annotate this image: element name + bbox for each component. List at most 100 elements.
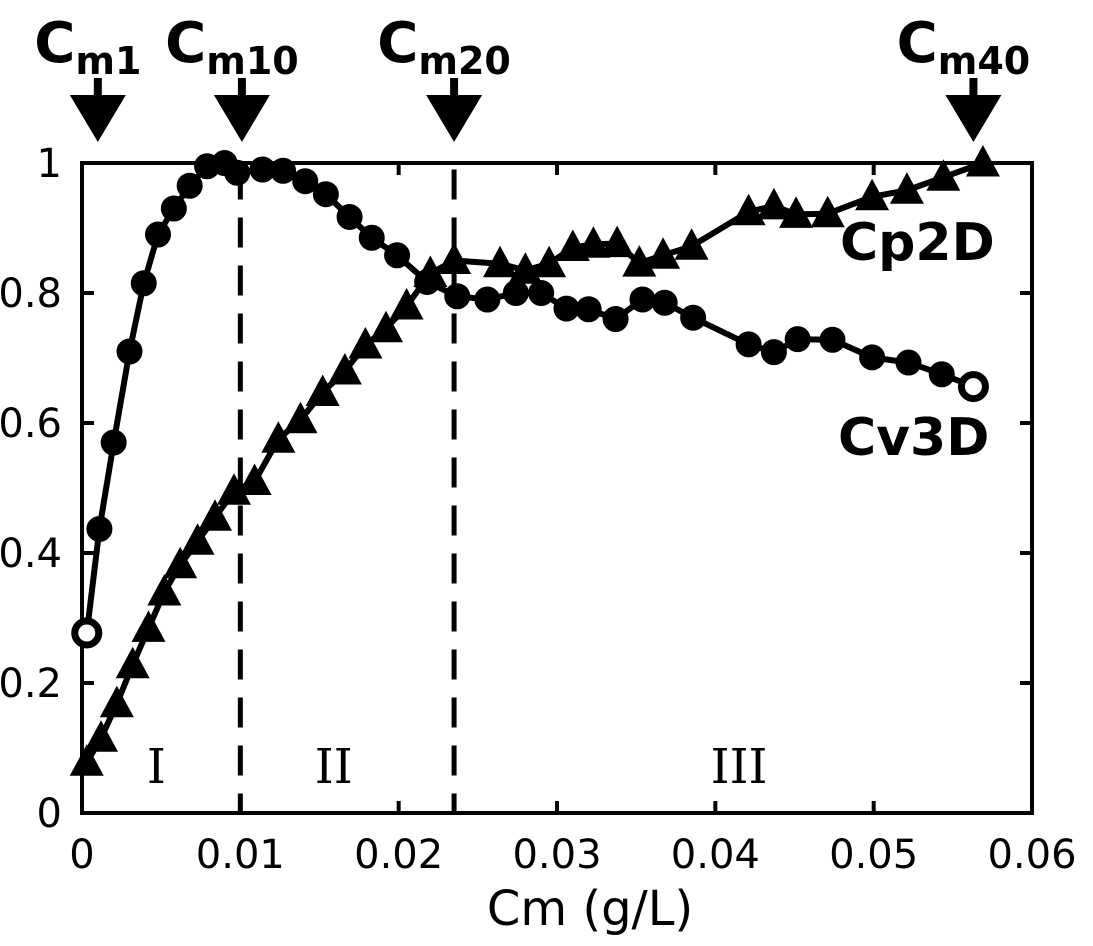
data-point-cp2d — [99, 685, 134, 718]
marker-label-cm20: Cm20 — [377, 11, 511, 83]
marker-label-cm10: Cm10 — [165, 11, 299, 83]
data-point-cv3d — [160, 195, 187, 222]
region-labels: I II III — [147, 739, 768, 795]
marker-main-text: C — [165, 11, 206, 76]
data-point-cp2d — [115, 646, 150, 679]
region-dividers — [237, 169, 457, 813]
data-point-cv3d — [176, 172, 203, 199]
y-tick-label: 0.8 — [0, 271, 62, 317]
data-point-cp2d — [237, 463, 272, 495]
x-tick-label: 0.01 — [196, 832, 285, 878]
data-point-cv3d — [71, 617, 103, 649]
x-tick-label: 0.06 — [987, 832, 1076, 878]
data-point-cv3d — [444, 283, 471, 310]
marker-sub-text: m20 — [418, 39, 510, 83]
data-point-cv3d — [680, 304, 707, 331]
data-point-cv3d — [502, 280, 529, 306]
data-point-cp2d — [437, 242, 472, 274]
data-point-cv3d — [474, 286, 501, 313]
data-point-cv3d — [130, 270, 157, 297]
data-point-cv3d — [553, 295, 580, 322]
x-tick-label: 0.04 — [671, 832, 760, 878]
region-label-ii: II — [315, 739, 353, 795]
data-point-cv3d — [384, 242, 411, 269]
y-tick-label: 1 — [37, 141, 62, 187]
data-point-cp2d — [756, 187, 791, 220]
data-point-cp2d — [779, 196, 814, 228]
data-point-cp2d — [646, 237, 681, 269]
y-tick-label: 0.6 — [0, 401, 62, 447]
data-point-cv3d — [651, 289, 678, 316]
tick-labels: 0 0.01 0.02 0.03 0.04 0.05 0.06 0 0.2 0.4 0.6 0.8 1 — [0, 141, 1077, 878]
data-point-cv3d — [928, 361, 955, 388]
data-point-cp2d — [674, 228, 709, 260]
data-point-cp2d — [369, 310, 403, 343]
data-point-cp2d — [348, 327, 383, 359]
region-label-iii: III — [711, 739, 768, 795]
x-tick-label: 0.02 — [354, 832, 443, 878]
data-point-cv3d — [292, 168, 319, 195]
data-point-cv3d — [602, 306, 629, 332]
x-tick-label: 0.03 — [512, 832, 601, 878]
marker-main-text: C — [377, 11, 418, 76]
y-tick-label: 0.4 — [0, 531, 62, 577]
marker-label-cm1: Cm1 — [34, 11, 141, 83]
x-tick-label: 0.05 — [829, 832, 918, 878]
data-point-cp2d — [600, 225, 635, 258]
data-point-cv3d — [859, 344, 886, 371]
series-label-cv3d: Cv3D — [838, 408, 989, 468]
data-point-cp2d — [131, 610, 166, 642]
data-point-cp2d — [305, 374, 340, 406]
data-point-cp2d — [69, 744, 104, 776]
data-point-cp2d — [217, 473, 251, 505]
data-point-cp2d — [576, 226, 611, 258]
data-point-cv3d — [312, 181, 339, 208]
x-tick-label: 0 — [69, 832, 94, 878]
concentration-markers: Cm1 Cm10 Cm20 Cm40 — [34, 11, 1030, 142]
data-point-cp2d — [926, 159, 961, 191]
data-point-cv3d — [528, 280, 555, 306]
region-label-i: I — [147, 739, 166, 795]
data-point-cp2d — [327, 353, 362, 385]
data-point-cv3d — [224, 159, 251, 186]
data-point-cp2d — [180, 523, 215, 555]
data-point-cv3d — [358, 224, 385, 251]
data-point-cv3d — [895, 349, 922, 376]
marker-label-cm40: Cm40 — [897, 11, 1031, 83]
data-point-cv3d — [100, 429, 127, 456]
data-point-cv3d — [145, 221, 171, 248]
data-point-cp2d — [483, 245, 517, 278]
data-point-cp2d — [731, 193, 766, 226]
data-point-cv3d — [784, 326, 811, 353]
marker-sub-text: m40 — [938, 39, 1030, 83]
series-group — [69, 145, 1000, 776]
data-point-cp2d — [965, 145, 1000, 177]
data-point-cv3d — [735, 331, 762, 358]
data-point-cv3d — [760, 339, 787, 366]
series-label-cp2d: Cp2D — [840, 213, 995, 273]
data-point-cp2d — [261, 421, 296, 453]
data-point-cp2d — [198, 499, 232, 531]
data-point-cv3d — [575, 296, 602, 323]
marker-main-text: C — [34, 11, 75, 76]
data-point-cp2d — [163, 546, 198, 579]
data-point-cp2d — [283, 401, 318, 434]
y-tick-label: 0.2 — [0, 661, 62, 707]
marker-arrow-head — [69, 95, 126, 142]
marker-sub-text: m1 — [75, 39, 141, 83]
data-point-cp2d — [532, 245, 567, 278]
data-point-cp2d — [84, 720, 118, 752]
marker-main-text: C — [897, 11, 938, 76]
marker-arrow-head — [213, 95, 270, 142]
x-axis-label: Cm (g/L) — [487, 881, 693, 937]
data-point-cp2d — [389, 288, 424, 320]
y-tick-label: 0 — [37, 791, 62, 837]
data-point-cp2d — [855, 178, 890, 211]
marker-sub-text: m10 — [206, 39, 298, 83]
data-point-cv3d — [819, 326, 846, 353]
data-point-cv3d — [270, 157, 297, 184]
data-point-cv3d — [629, 286, 656, 313]
marker-arrow-head — [945, 95, 1002, 142]
data-point-cv3d — [116, 338, 143, 365]
